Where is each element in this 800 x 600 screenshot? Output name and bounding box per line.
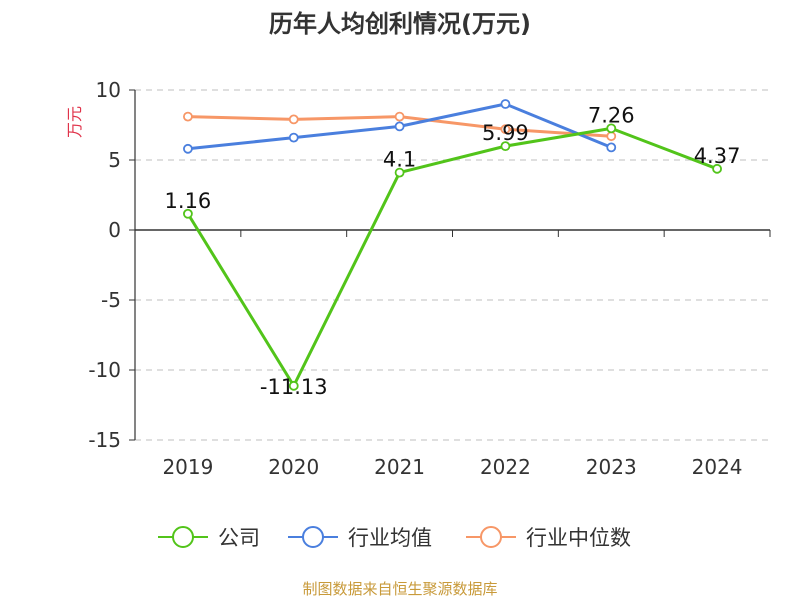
y-tick-label: 10 xyxy=(96,78,121,102)
data-labels: 1.16 -11.13 4.1 5.99 7.26 4.37 xyxy=(165,103,741,398)
data-point xyxy=(606,131,617,142)
x-tick-label: 2019 xyxy=(162,455,213,479)
data-point xyxy=(394,121,405,132)
y-tick-label: -5 xyxy=(101,288,121,312)
data-label: 5.99 xyxy=(482,121,529,145)
data-point xyxy=(394,167,405,178)
series-layer xyxy=(183,99,722,391)
data-point xyxy=(288,132,299,143)
legend: 公司 行业均值 行业中位数 xyxy=(158,526,631,550)
data-label: -11.13 xyxy=(260,375,328,399)
data-point xyxy=(500,124,511,135)
legend-marker xyxy=(172,526,194,548)
data-point xyxy=(500,99,511,109)
y-axis-label: 万元 xyxy=(65,106,84,138)
data-label: 7.26 xyxy=(588,103,635,127)
data-label: 4.1 xyxy=(383,148,416,172)
series-line xyxy=(186,126,718,388)
legend-item[interactable]: 行业均值 xyxy=(288,526,432,550)
x-tick-label: 2022 xyxy=(480,455,531,479)
data-point xyxy=(606,123,617,134)
x-tick-label: 2020 xyxy=(268,455,319,479)
data-point xyxy=(500,141,511,152)
data-label: 1.16 xyxy=(165,189,212,213)
data-point xyxy=(183,143,193,154)
data-point xyxy=(288,380,299,391)
data-point xyxy=(712,163,722,174)
data-point xyxy=(183,208,193,219)
x-tick-label: 2021 xyxy=(374,455,425,479)
legend-item[interactable]: 行业中位数 xyxy=(466,526,631,550)
legend-marker xyxy=(480,526,502,548)
grid-lines: 10 5 0 -5 -10 -15 xyxy=(88,78,770,452)
axes: 2019 2020 2021 2022 2023 2024 xyxy=(134,90,771,479)
data-label: 4.37 xyxy=(694,144,741,168)
data-point xyxy=(394,111,405,122)
data-point xyxy=(288,114,299,125)
y-tick-label: 0 xyxy=(108,218,121,242)
legend-label: 行业均值 xyxy=(348,526,432,550)
y-tick-label: -15 xyxy=(88,428,121,452)
x-tick-label: 2023 xyxy=(586,455,637,479)
legend-label: 行业中位数 xyxy=(526,526,631,550)
source-note: 制图数据来自恒生聚源数据库 xyxy=(302,580,497,598)
y-tick-label: -10 xyxy=(88,358,121,382)
y-tick-label: 5 xyxy=(108,148,121,172)
legend-marker xyxy=(302,526,324,548)
legend-label: 公司 xyxy=(218,526,260,550)
data-point xyxy=(183,111,193,122)
data-point xyxy=(606,142,617,153)
legend-item[interactable]: 公司 xyxy=(158,526,260,550)
chart-title: 历年人均创利情况(万元) xyxy=(269,10,531,38)
x-tick-label: 2024 xyxy=(692,455,743,479)
